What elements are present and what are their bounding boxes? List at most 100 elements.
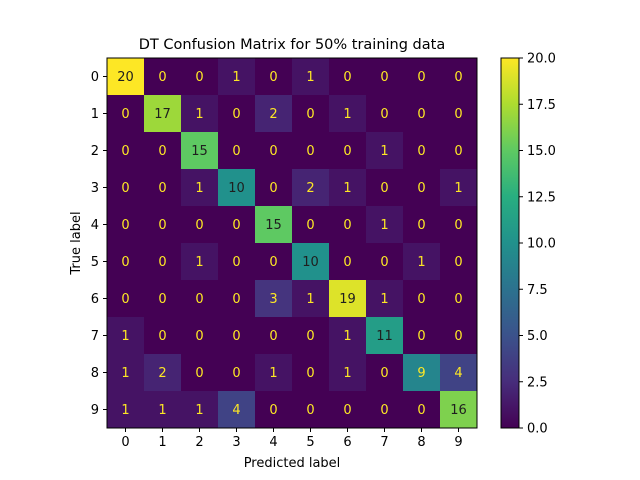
heatmap-cell xyxy=(107,354,145,392)
heatmap-cell xyxy=(366,169,404,207)
heatmap-cell xyxy=(107,391,145,429)
y-tick-label: 8 xyxy=(91,366,99,381)
heatmap-cell xyxy=(181,280,219,318)
heatmap-cell xyxy=(144,132,182,170)
heatmap-cell xyxy=(366,354,404,392)
heatmap-cell xyxy=(440,132,478,170)
cell-value-label: 1 xyxy=(380,144,388,159)
heatmap-cell xyxy=(329,391,367,429)
cell-value-label: 0 xyxy=(232,107,240,122)
heatmap-cell xyxy=(440,58,478,96)
cell-value-label: 0 xyxy=(454,329,462,344)
heatmap-cell xyxy=(255,95,293,133)
heatmap-cell xyxy=(292,280,330,318)
cell-value-label: 0 xyxy=(195,218,203,233)
cell-value-label: 2 xyxy=(158,366,166,381)
heatmap-cell xyxy=(255,58,293,96)
colorbar-tick-label: 17.5 xyxy=(527,98,556,113)
heatmap-cell xyxy=(107,58,145,96)
heatmap-cell xyxy=(292,354,330,392)
cell-value-label: 0 xyxy=(158,181,166,196)
y-axis-label: True label xyxy=(69,211,84,275)
heatmap-cell xyxy=(403,95,441,133)
cell-value-label: 1 xyxy=(121,366,129,381)
cell-value-label: 0 xyxy=(454,292,462,307)
cell-value-label: 0 xyxy=(380,70,388,85)
heatmap-cell xyxy=(440,95,478,133)
cell-value-label: 0 xyxy=(454,107,462,122)
heatmap-cell xyxy=(440,243,478,281)
heatmap-cell xyxy=(329,243,367,281)
cell-value-label: 0 xyxy=(269,70,277,85)
heatmap-cell xyxy=(292,95,330,133)
cell-value-label: 1 xyxy=(121,329,129,344)
cell-value-label: 0 xyxy=(232,144,240,159)
heatmap-cell xyxy=(107,280,145,318)
heatmap-cell xyxy=(144,354,182,392)
cell-value-label: 0 xyxy=(121,107,129,122)
cell-value-label: 0 xyxy=(306,366,314,381)
colorbar-tick-label: 15.0 xyxy=(527,144,556,159)
x-tick-label: 7 xyxy=(380,435,388,450)
heatmap-cell xyxy=(292,391,330,429)
heatmap-cell xyxy=(329,95,367,133)
heatmap-cell xyxy=(440,169,478,207)
heatmap-cell xyxy=(329,132,367,170)
cell-value-label: 4 xyxy=(454,366,462,381)
heatmap-cell xyxy=(329,280,367,318)
cell-value-label: 0 xyxy=(343,403,351,418)
heatmap-cell xyxy=(403,243,441,281)
heatmap-cell xyxy=(218,391,256,429)
heatmap-cell xyxy=(107,95,145,133)
cell-value-label: 0 xyxy=(454,70,462,85)
x-tick-label: 6 xyxy=(343,435,351,450)
heatmap-cell xyxy=(329,317,367,355)
heatmap-cell xyxy=(255,243,293,281)
cell-value-label: 0 xyxy=(232,329,240,344)
cell-value-label: 0 xyxy=(269,181,277,196)
cell-value-label: 0 xyxy=(232,366,240,381)
heatmap-cell xyxy=(366,280,404,318)
heatmap-cell xyxy=(403,354,441,392)
heatmap-cell xyxy=(181,132,219,170)
heatmap-cell xyxy=(144,391,182,429)
heatmap-cell xyxy=(292,243,330,281)
heatmap-cells: 20 0 0 1 0 1 0 0 0 00 17 1 0 2 0 1 0 0 00 0 15 0 0 0 0 1 0 00 0 1 10 0 2… xyxy=(107,58,478,429)
heatmap-cell xyxy=(181,58,219,96)
heatmap-cell xyxy=(329,169,367,207)
heatmap-cell xyxy=(144,317,182,355)
heatmap-cell xyxy=(107,206,145,244)
heatmap-cell xyxy=(440,206,478,244)
colorbar xyxy=(500,57,520,429)
cell-value-label: 0 xyxy=(158,70,166,85)
cell-value-label: 15 xyxy=(191,144,208,159)
x-tick-label: 2 xyxy=(195,435,203,450)
cell-value-label: 0 xyxy=(417,218,425,233)
y-tick-label: 7 xyxy=(91,329,99,344)
cell-value-label: 0 xyxy=(158,144,166,159)
cell-value-label: 3 xyxy=(269,292,277,307)
x-tick-label: 4 xyxy=(269,435,277,450)
cell-value-label: 0 xyxy=(454,144,462,159)
cell-value-label: 0 xyxy=(195,70,203,85)
cell-value-label: 1 xyxy=(380,292,388,307)
cell-value-label: 0 xyxy=(158,329,166,344)
heatmap-cell xyxy=(292,169,330,207)
cell-value-label: 0 xyxy=(306,144,314,159)
heatmap-cell xyxy=(144,95,182,133)
heatmap-cell xyxy=(403,169,441,207)
chart-title: DT Confusion Matrix for 50% training dat… xyxy=(139,37,445,53)
cell-value-label: 0 xyxy=(269,255,277,270)
cell-value-label: 0 xyxy=(417,403,425,418)
y-tick-label: 6 xyxy=(91,292,99,307)
cell-value-label: 15 xyxy=(265,218,282,233)
cell-value-label: 11 xyxy=(376,329,393,344)
cell-value-label: 2 xyxy=(306,181,314,196)
heatmap-cell xyxy=(440,317,478,355)
colorbar-ticks: 0.0 2.5 5.0 7.5 10.0 12.5 15.0 17.5 20.0 xyxy=(519,52,556,437)
cell-value-label: 0 xyxy=(269,144,277,159)
heatmap-cell xyxy=(403,391,441,429)
colorbar-tick-label: 0.0 xyxy=(527,422,548,437)
heatmap-cell xyxy=(144,243,182,281)
cell-value-label: 0 xyxy=(121,218,129,233)
